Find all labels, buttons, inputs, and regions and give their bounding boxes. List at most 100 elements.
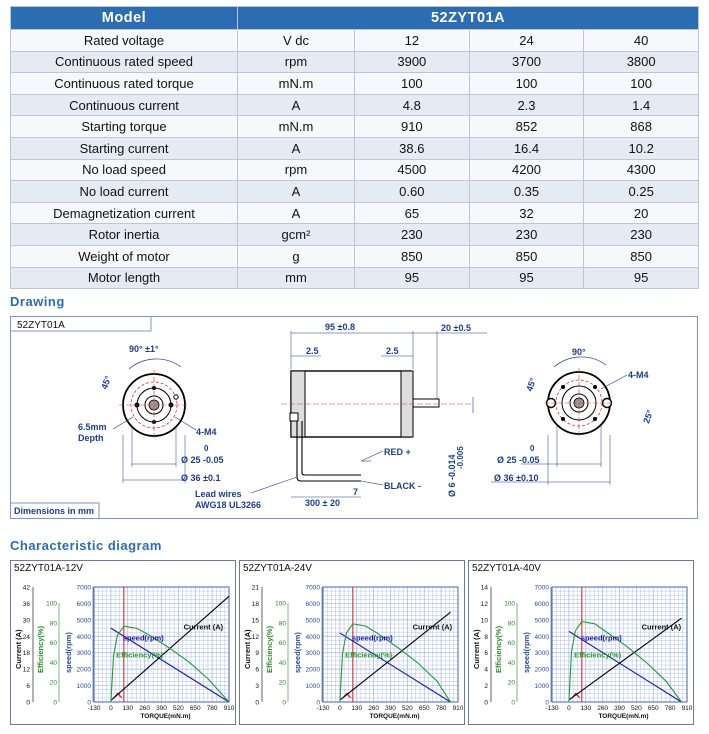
spec-24v: 95 (468, 266, 585, 290)
speed-annotation: speed(rpm) (352, 634, 393, 643)
efficiency-tick-label: 20 (50, 680, 58, 687)
spec-40v: 10.2 (583, 136, 699, 160)
angle-right: 90° (572, 347, 586, 357)
depth-label: 6.5mm (78, 422, 107, 432)
x-tick-label: 130 (580, 705, 591, 712)
current-annotation: Current (A) (413, 623, 453, 632)
x-tick-label: -130 (316, 705, 329, 712)
dia36-left: Ø 36 ±0.1 (181, 473, 220, 483)
spec-param: No load current (10, 180, 238, 203)
spec-param: Rotor inertia (10, 223, 238, 246)
angle25: 25° (641, 408, 655, 425)
current-tick-label: 30 (23, 617, 31, 624)
current-tick-label: 14 (481, 585, 489, 592)
spec-24v: 24 (468, 29, 585, 52)
spec-12v: 12 (354, 29, 470, 52)
x-tick-label: 520 (173, 705, 184, 712)
chart-40v: 52ZYT01A-40V 0 2 4 6 8 10 12 14 0 20 40 60 80 100 0 100… (468, 560, 694, 725)
current-tick-label: 0 (484, 700, 488, 707)
len95-label: 95 ±0.8 (325, 322, 355, 332)
speed-annotation: speed(rpm) (581, 634, 622, 643)
speed-tick-label: 1000 (306, 683, 321, 690)
spec-row: Weight of motor g 850 850 850 (10, 244, 699, 268)
efficiency-tick-label: 60 (50, 640, 58, 647)
angle-left: 90° ±1° (129, 344, 159, 354)
current-annotation: Current (A) (184, 623, 224, 632)
efficiency-axis-label: Efficiency(%) (494, 625, 503, 673)
spec-12v: 95 (354, 266, 470, 290)
efficiency-tick-label: 100 (504, 601, 515, 608)
spec-row: Motor length mm 95 95 95 (10, 266, 699, 290)
x-axis-label: TORQUE(mN.m) (369, 713, 419, 720)
thread-left: 4-M4 (196, 427, 217, 437)
speed-tick-label: 2000 (535, 667, 550, 674)
spec-40v: 868 (583, 115, 699, 138)
depth-word: Depth (78, 433, 104, 443)
spec-unit: rpm (237, 158, 355, 182)
spec-row: Rotor inertia gcm² 230 230 230 (10, 223, 699, 246)
spec-24v: 852 (468, 115, 585, 138)
spec-row: Starting torque mN.m 910 852 868 (10, 115, 699, 138)
spec-row: Demagnetization current A 65 32 20 (10, 201, 699, 225)
spec-unit: mN.m (237, 115, 355, 138)
efficiency-tick-label: 60 (508, 640, 516, 647)
x-tick-label: 520 (631, 705, 642, 712)
spec-24v: 4200 (468, 158, 585, 182)
shaft-dia: Ø 6 -0.014 (447, 454, 457, 497)
spec-row: No load current A 0.60 0.35 0.25 (10, 180, 699, 203)
speed-tick-label: 6000 (306, 601, 321, 608)
spec-param: Rated voltage (10, 29, 238, 52)
x-tick-label: -130 (87, 705, 100, 712)
shaft-tol: -0.005 (456, 446, 465, 469)
efficiency-tick-label: 40 (50, 660, 58, 667)
lead-label-1: Lead wires (195, 489, 242, 499)
model-label: Model (10, 6, 238, 30)
spec-40v: 40 (583, 29, 699, 52)
current-axis-label: Current (A) (14, 629, 23, 669)
x-tick-label: 780 (207, 705, 218, 712)
spec-row: Continuous rated speed rpm 3900 3700 3800 (10, 50, 699, 74)
spec-40v: 4300 (583, 158, 699, 182)
dia36-right: Ø 36 ±0.10 (494, 473, 538, 483)
spec-40v: 3800 (583, 50, 699, 74)
spec-12v: 910 (354, 115, 470, 138)
efficiency-tick-label: 60 (279, 640, 287, 647)
speed-series-line (339, 632, 451, 703)
speed-tick-label: 3000 (535, 650, 550, 657)
speed-tick-label: 5000 (306, 617, 321, 624)
chart-24v: 52ZYT01A-24V 0 3 6 9 12 15 18 21 0 20 40 60 80 100 0 10… (239, 560, 465, 725)
current-tick-label: 24 (23, 634, 31, 641)
spec-24v: 230 (468, 223, 585, 246)
drawing-footer: Dimensions in mm (14, 506, 94, 516)
left-end-view: 90° ±1° 45° 6.5mm Depth 4-M4 0 Ø 25 -0.0… (78, 344, 224, 483)
current-tick-label: 3 (255, 683, 259, 690)
spec-12v: 3900 (354, 50, 470, 74)
spec-unit: A (237, 180, 355, 203)
current-tick-label: 12 (481, 601, 489, 608)
spec-param: No load speed (10, 158, 238, 182)
spec-40v: 1.4 (583, 93, 699, 117)
x-tick-label: 650 (419, 705, 430, 712)
spec-param: Continuous rated torque (10, 72, 238, 95)
speed-tick-label: 7000 (306, 585, 321, 592)
x-tick-label: 390 (614, 705, 625, 712)
spec-24v: 100 (468, 72, 585, 95)
current-series-line (568, 617, 682, 701)
drawing-svg: 52ZYT01A Dimensions in mm 90° ±1° 45° 6.… (11, 317, 655, 518)
x-tick-label: 650 (190, 705, 201, 712)
current-tick-label: 15 (252, 617, 260, 624)
speed-axis-label: speed(rpm) (64, 632, 73, 673)
current-tick-label: 0 (26, 700, 30, 707)
spec-unit: gcm² (237, 223, 355, 246)
speed-tick-label: 5000 (77, 617, 92, 624)
drawing-section-title: Drawing (10, 294, 65, 309)
spec-40v: 0.25 (583, 180, 699, 203)
spec-param: Starting torque (10, 115, 238, 138)
spec-row: Continuous current A 4.8 2.3 1.4 (10, 93, 699, 117)
speed-tick-label: 4000 (535, 634, 550, 641)
spec-40v: 850 (583, 244, 699, 268)
efficiency-tick-label: 40 (279, 660, 287, 667)
plot-frame (93, 586, 230, 703)
x-tick-label: 0 (338, 705, 342, 712)
x-tick-label: 0 (567, 705, 571, 712)
